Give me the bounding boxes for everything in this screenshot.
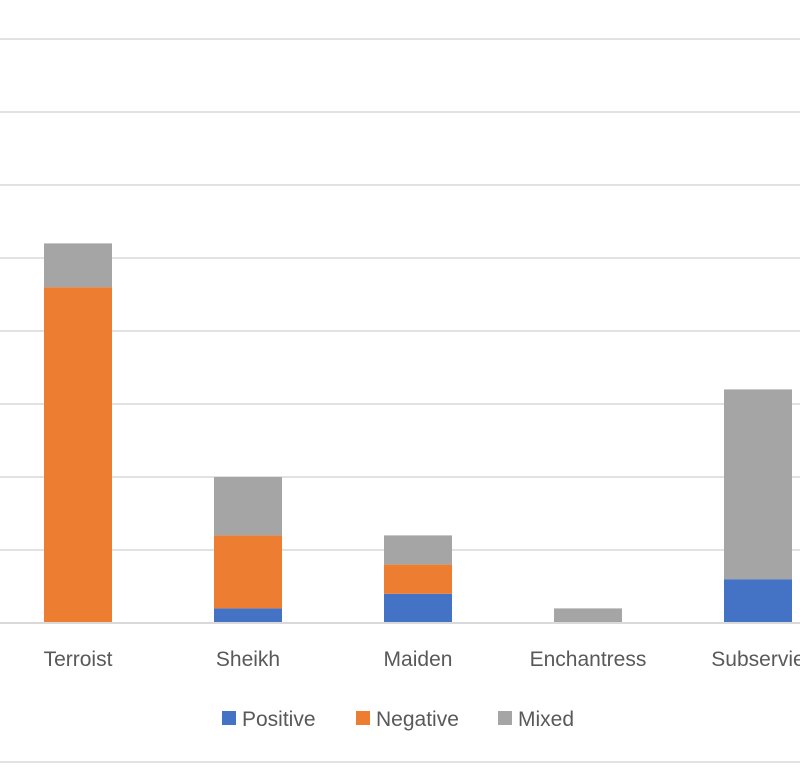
x-tick-labels: Terroist Sheikh Maiden Enchantress Subservie bbox=[44, 648, 800, 671]
bars bbox=[44, 243, 792, 623]
bar-positive-sheikh bbox=[214, 608, 282, 623]
legend: Positive Negative Mixed bbox=[222, 708, 574, 731]
bar-mixed-subservie bbox=[724, 389, 792, 580]
x-tick-label: Enchantress bbox=[530, 648, 647, 671]
x-tick-label: Sheikh bbox=[216, 648, 280, 671]
x-tick-label: Terroist bbox=[44, 648, 113, 671]
bar-negative-sheikh bbox=[214, 535, 282, 609]
legend-label-negative: Negative bbox=[376, 708, 459, 731]
bar-positive-subservie bbox=[724, 579, 792, 623]
bar-mixed-sheikh bbox=[214, 477, 282, 536]
legend-label-mixed: Mixed bbox=[518, 708, 574, 731]
bar-mixed-maiden bbox=[384, 535, 452, 565]
x-tick-label: Maiden bbox=[384, 648, 453, 671]
legend-swatch-negative bbox=[356, 711, 370, 725]
legend-swatch-mixed bbox=[498, 711, 512, 725]
bar-positive-maiden bbox=[384, 593, 452, 623]
bar-negative-maiden bbox=[384, 564, 452, 594]
legend-swatch-positive bbox=[222, 711, 236, 725]
gridlines bbox=[0, 38, 800, 551]
legend-label-positive: Positive bbox=[242, 708, 316, 731]
bar-negative-terroist bbox=[44, 287, 112, 623]
bar-mixed-terroist bbox=[44, 243, 112, 288]
bar-mixed-enchantress bbox=[554, 608, 622, 623]
x-tick-label: Subservie bbox=[711, 648, 800, 671]
